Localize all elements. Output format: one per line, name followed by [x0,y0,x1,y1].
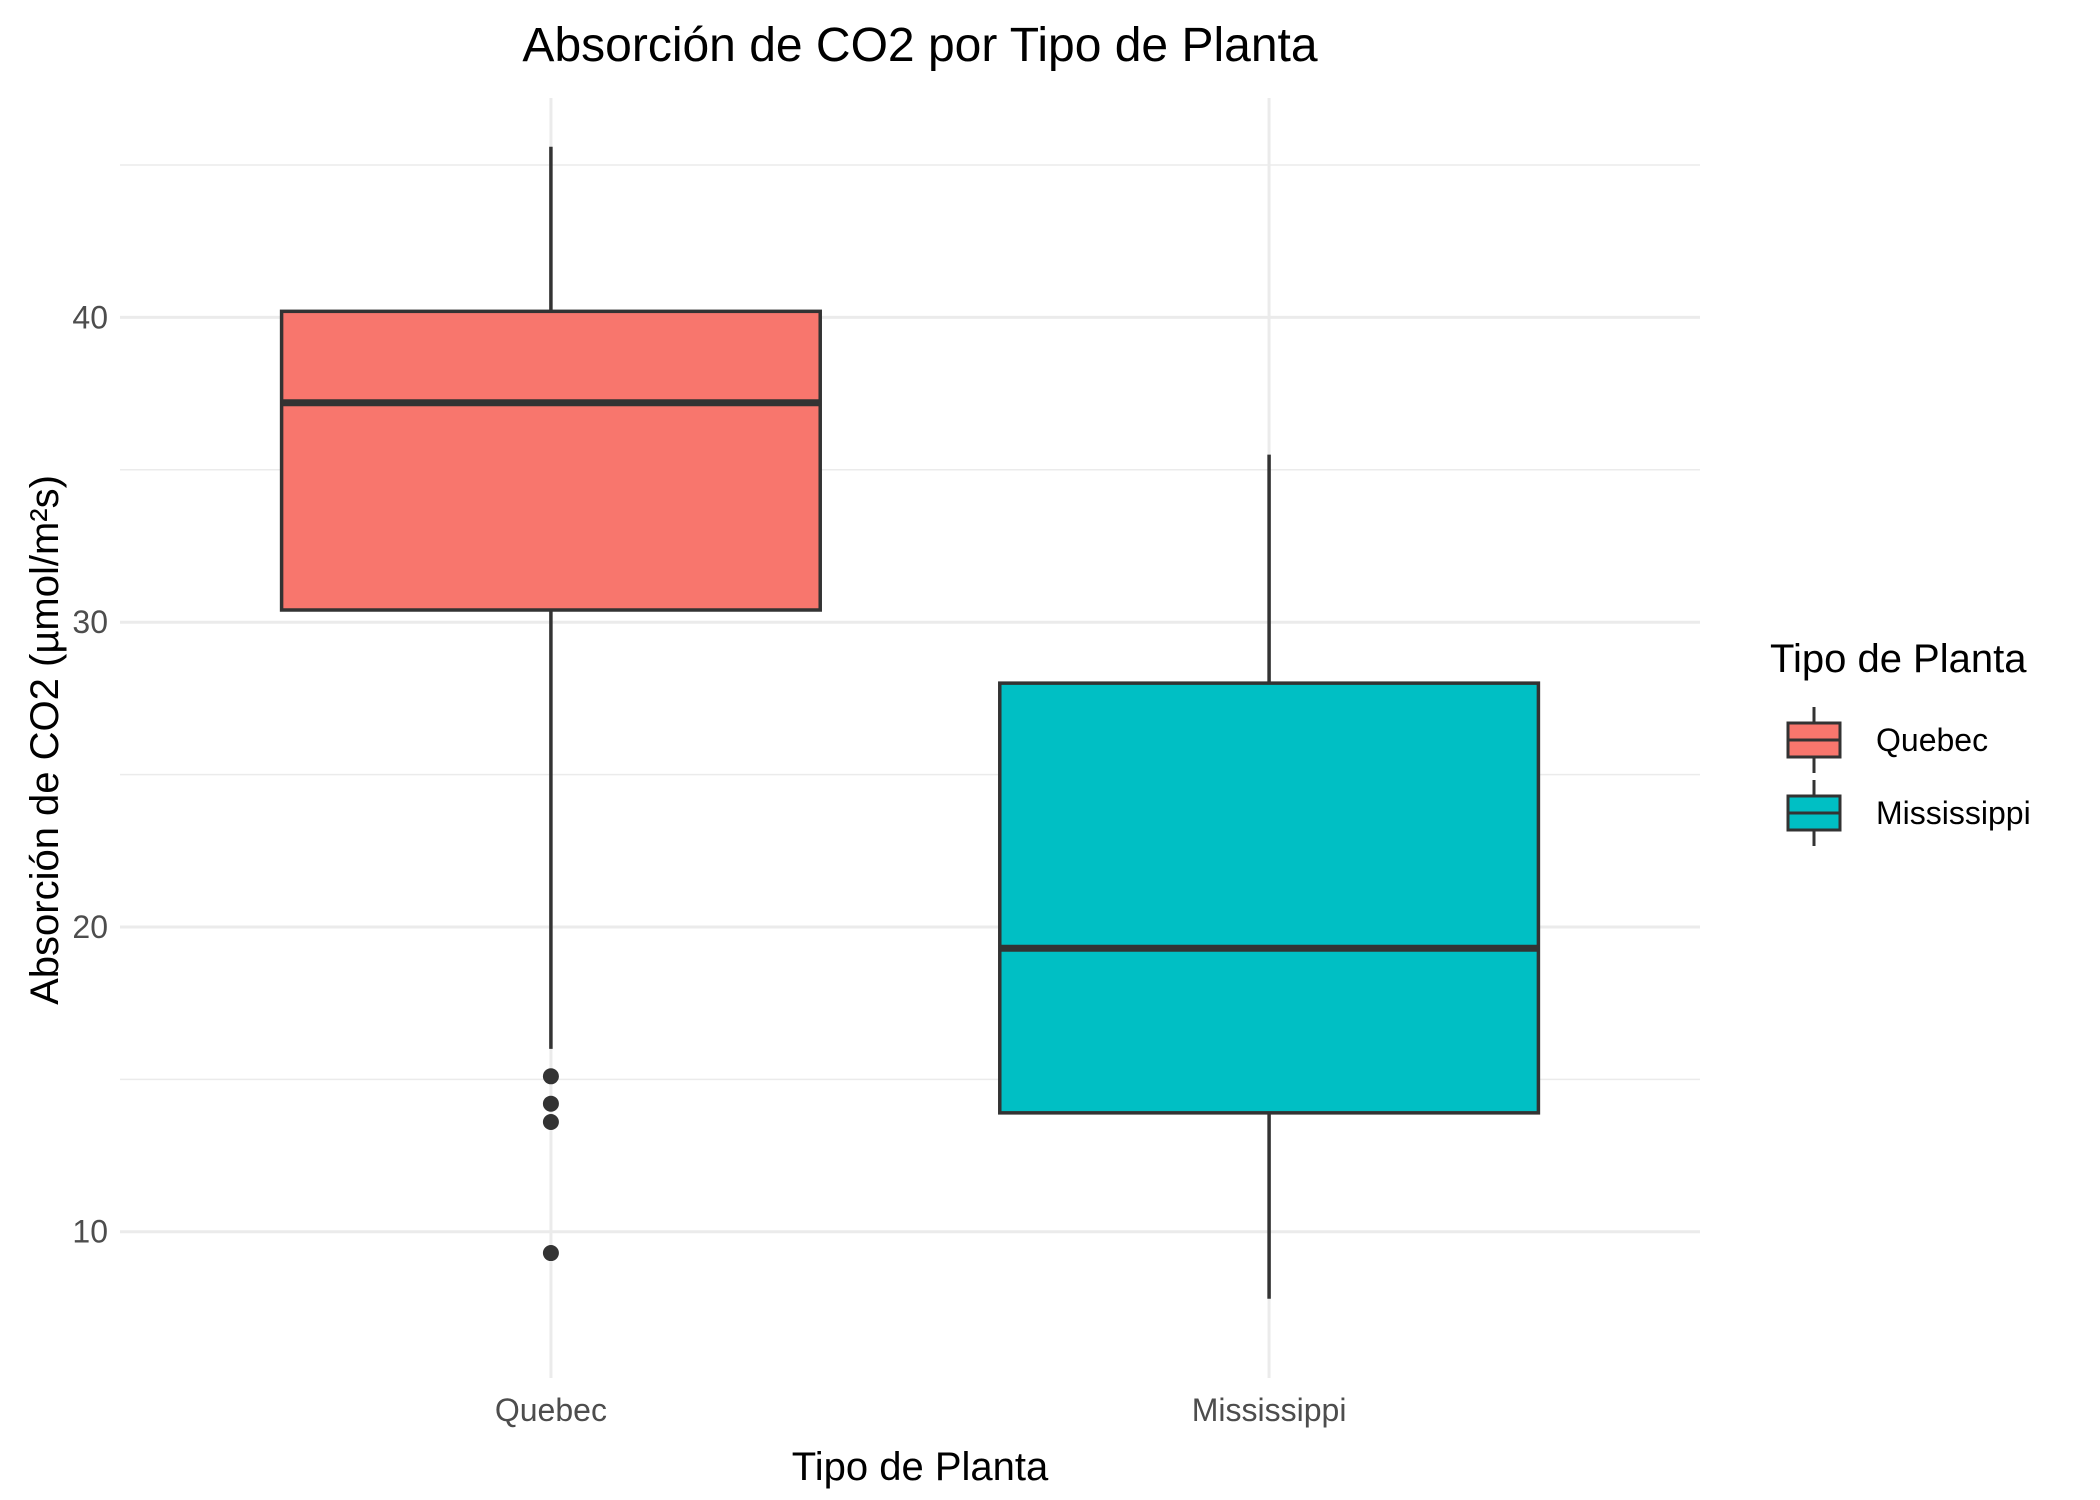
box-body [279,309,822,612]
y-tick-label: 30 [72,604,108,640]
outlier-point [542,1114,559,1130]
y-tick-label: 20 [72,909,108,945]
y-tick-label: 40 [72,299,108,335]
outlier-point [542,1095,559,1112]
box-quebec [279,146,822,1262]
box-body [998,681,1541,1115]
chart-title: Absorción de CO2 por Tipo de Planta [522,19,1317,72]
box-series [279,146,1541,1299]
outlier-point [542,1068,559,1085]
legend-label: Mississippi [1876,795,2031,831]
legend-key-quebec [1786,707,1842,773]
y-axis-ticks: 10 20 30 40 [72,299,108,1249]
legend-key-mississippi [1786,780,1842,846]
y-axis-title: Absorción de CO2 (µmol/m²s) [23,475,67,1005]
y-tick-label: 10 [72,1214,108,1250]
legend: Tipo de Planta Quebec Mississippi [1770,637,2031,846]
x-tick-label: Mississippi [1192,1392,1347,1428]
x-axis-title: Tipo de Planta [792,1445,1049,1489]
legend-title: Tipo de Planta [1770,637,2027,681]
legend-label: Quebec [1876,722,1988,758]
box-mississippi [998,454,1541,1299]
x-axis-ticks: Quebec Mississippi [495,1392,1347,1428]
outlier-point [542,1245,559,1262]
x-tick-label: Quebec [495,1392,607,1428]
